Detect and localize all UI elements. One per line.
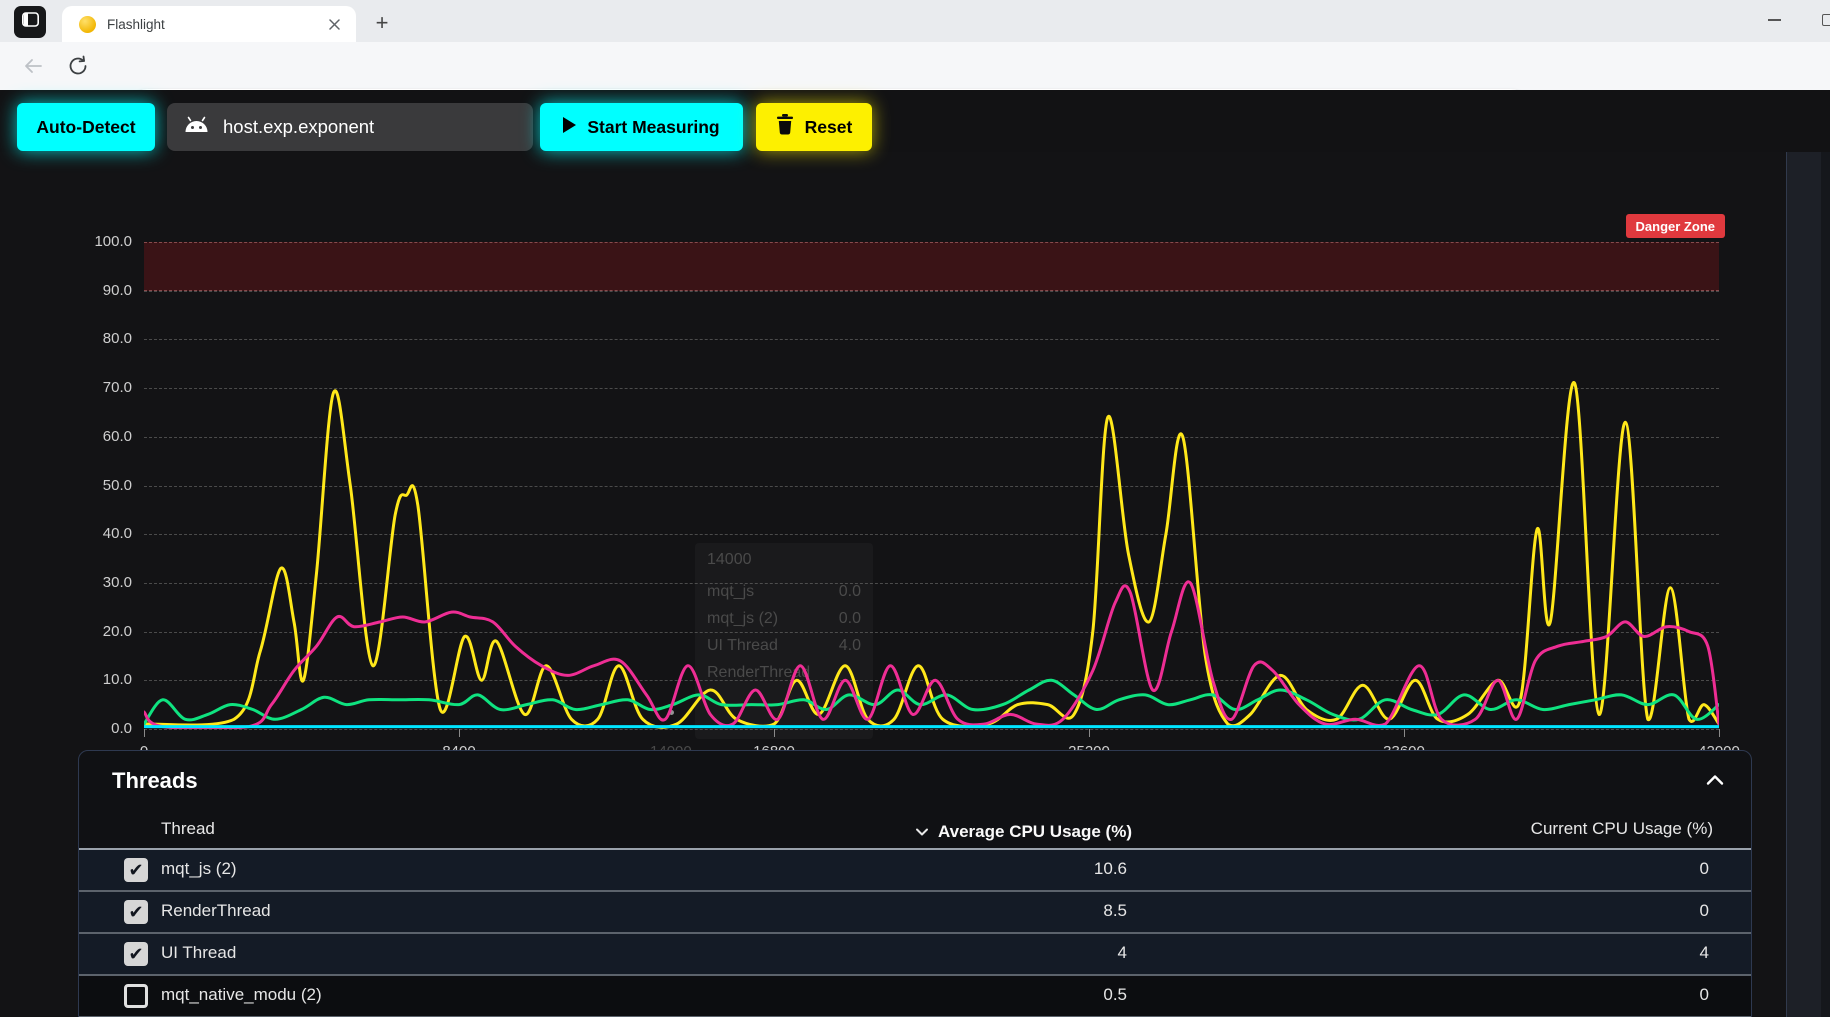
collapse-chevron-up-icon[interactable]	[1705, 773, 1725, 789]
danger-zone-badge: Danger Zone	[1625, 214, 1725, 238]
ghost-tooltip-time: 14000	[707, 551, 752, 568]
gridline	[144, 534, 1719, 536]
start-measuring-label: Start Measuring	[587, 116, 720, 137]
browser-toolbar: localhost:3000 A ✓	[0, 42, 1830, 127]
thread-name: mqt_js (2)	[161, 859, 237, 878]
gridline	[144, 290, 1719, 292]
sort-chevron-down-icon	[915, 822, 929, 842]
table-row[interactable]: ✔ UI Thread 4 4	[79, 934, 1751, 974]
tab-actions-button[interactable]	[14, 6, 46, 38]
gridline	[144, 388, 1719, 390]
gridline	[144, 436, 1719, 438]
play-icon	[563, 116, 577, 138]
table-row[interactable]: ✔ mqt_js (2) 10.6 0	[79, 850, 1751, 890]
tab-close-icon[interactable]	[325, 15, 343, 33]
thread-average-cpu: 8.5	[1103, 901, 1127, 920]
trash-icon	[776, 114, 794, 140]
browser-tab[interactable]: Flashlight	[62, 6, 356, 42]
thread-current-cpu: 0	[1699, 859, 1709, 878]
column-header-thread[interactable]: Thread	[161, 819, 215, 838]
ghost-tooltip-row: RenderThread	[707, 664, 811, 681]
bundle-id-input[interactable]: host.exp.exponent	[167, 103, 533, 151]
thread-checkbox[interactable]	[124, 984, 148, 1008]
back-icon[interactable]	[22, 55, 44, 77]
tab-title: Flashlight	[107, 16, 165, 32]
table-header-divider	[79, 848, 1751, 850]
x-axis-tick	[1404, 729, 1405, 737]
thread-average-cpu: 0.5	[1103, 985, 1127, 1004]
ghost-tooltip-row: mqt_js (2) 0.0	[707, 610, 861, 627]
app-toolbar: Auto-Detect host.exp.exponent Start Meas…	[0, 90, 1830, 152]
column-header-current-cpu[interactable]: Current CPU Usage (%)	[1530, 819, 1713, 838]
android-icon	[183, 116, 210, 138]
column-header-average-cpu[interactable]: Average CPU Usage (%)	[915, 819, 1132, 845]
cpu-chart: Danger Zone 14000 mqt_js 0.0 mqt_js (2) 0.0…	[0, 152, 1786, 758]
thread-name: RenderThread	[161, 901, 271, 920]
y-axis-tick-label: 30.0	[102, 573, 132, 591]
y-axis-tick-label: 20.0	[102, 622, 132, 640]
scrollbar-track[interactable]	[1786, 152, 1830, 1017]
row-divider	[79, 974, 1751, 976]
thread-checkbox[interactable]: ✔	[124, 942, 148, 966]
x-axis-tick	[774, 729, 775, 737]
y-axis-tick-label: 90.0	[102, 281, 132, 299]
threads-panel: Threads Thread Average CPU Usage (%) Cur…	[78, 750, 1752, 1017]
thread-checkbox[interactable]: ✔	[124, 900, 148, 924]
ghost-hover-marker	[668, 709, 674, 715]
threads-title: Threads	[112, 768, 198, 793]
thread-name: mqt_native_modu (2)	[161, 985, 322, 1004]
y-axis-tick-label: 50.0	[102, 476, 132, 494]
table-row[interactable]: ✔ RenderThread 8.5 0	[79, 892, 1751, 932]
gridline	[144, 582, 1719, 584]
ghost-tooltip-row: UI Thread 4.0	[707, 637, 861, 654]
row-divider	[79, 932, 1751, 934]
thread-average-cpu: 4	[1117, 943, 1127, 962]
window-maximize-button[interactable]	[1822, 14, 1830, 26]
y-axis-tick-label: 100.0	[94, 233, 132, 250]
thread-name: UI Thread	[161, 943, 237, 962]
gridline	[144, 485, 1719, 487]
chart-series-lines	[144, 381, 1719, 729]
thread-current-cpu: 4	[1699, 943, 1709, 962]
start-measuring-button[interactable]: Start Measuring	[540, 103, 743, 151]
reset-button[interactable]: Reset	[756, 103, 872, 151]
ghost-tooltip: 14000 mqt_js 0.0 mqt_js (2) 0.0 UI Thread 4.0…	[695, 543, 873, 739]
thread-checkbox[interactable]: ✔	[124, 858, 148, 882]
browser-tab-strip: Flashlight +	[0, 0, 1830, 42]
window-minimize-button[interactable]	[1768, 19, 1781, 21]
y-axis-tick-label: 70.0	[102, 379, 132, 397]
thread-current-cpu: 0	[1699, 985, 1709, 1004]
y-axis-tick-label: 10.0	[102, 671, 132, 689]
flashlight-app: Auto-Detect host.exp.exponent Start Meas…	[0, 90, 1830, 1017]
bundle-id-value: host.exp.exponent	[223, 116, 375, 137]
series-line-renderthread	[144, 580, 1719, 729]
row-divider	[79, 890, 1751, 892]
gridline	[144, 729, 1719, 730]
thread-current-cpu: 0	[1699, 901, 1709, 920]
workspaces-icon	[21, 10, 40, 34]
series-line-ui-thread	[144, 678, 1719, 726]
y-axis-tick-label: 80.0	[102, 330, 132, 348]
y-axis-tick-label: 40.0	[102, 525, 132, 543]
gridline	[144, 631, 1719, 633]
series-line-mqt-js-2-	[144, 381, 1719, 729]
auto-detect-button[interactable]: Auto-Detect	[17, 103, 155, 151]
x-axis-tick	[459, 729, 460, 737]
ghost-tooltip-row: mqt_js 0.0	[707, 583, 861, 600]
y-axis-tick-label: 0.0	[111, 720, 132, 737]
danger-zone-band: Danger Zone	[144, 214, 1725, 291]
y-axis-tick-label: 60.0	[102, 427, 132, 445]
x-axis-tick	[144, 729, 145, 737]
threads-table-body: ✔ mqt_js (2) 10.6 0 ✔ RenderThread 8.5 0 ✔ UI Thr…	[79, 850, 1751, 1017]
x-axis-tick	[1089, 729, 1090, 737]
reset-label: Reset	[804, 116, 853, 137]
tab-favicon	[79, 15, 96, 33]
x-axis-tick	[1719, 729, 1720, 737]
thread-average-cpu: 10.6	[1093, 859, 1127, 878]
chart-plot-area[interactable]: Danger Zone 14000 mqt_js 0.0 mqt_js (2) 0.0…	[140, 214, 1740, 758]
table-row[interactable]: mqt_native_modu (2) 0.5 0	[79, 976, 1751, 1016]
new-tab-button[interactable]: +	[375, 10, 389, 35]
gridline	[144, 339, 1719, 341]
refresh-icon[interactable]	[67, 55, 89, 77]
